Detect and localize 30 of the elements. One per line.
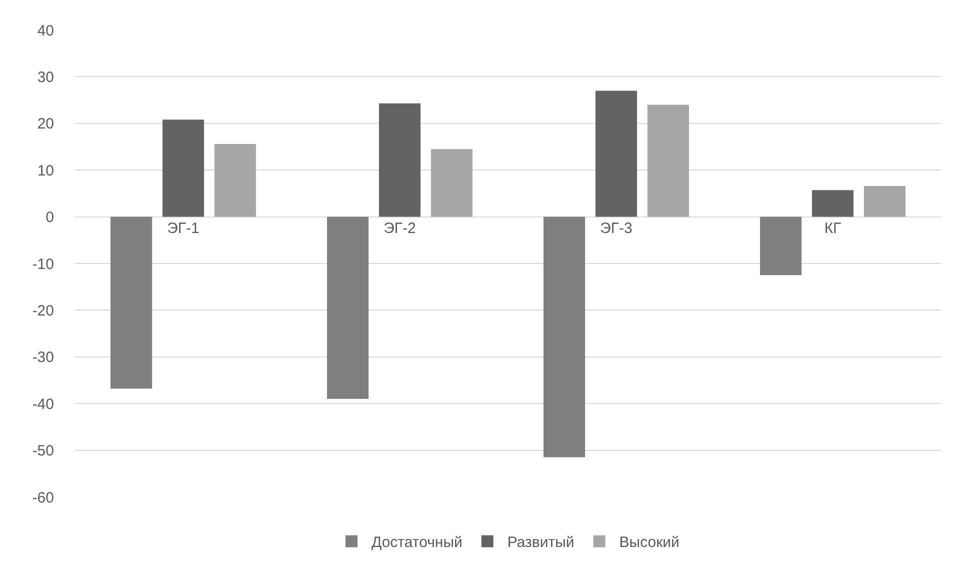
x-tick-label: КГ — [824, 220, 842, 237]
bar — [378, 103, 421, 217]
x-tick-label: ЭГ-2 — [384, 220, 416, 237]
y-tick-label: 20 — [37, 116, 54, 133]
y-tick-label: 30 — [37, 68, 54, 86]
x-tick-label: ЭГ-3 — [600, 220, 632, 237]
bar — [544, 216, 586, 458]
bar — [327, 216, 369, 399]
y-tick-label: -20 — [32, 302, 54, 320]
bar — [864, 186, 906, 217]
y-tick-label: -30 — [32, 349, 54, 366]
bar — [760, 216, 802, 276]
y-tick-label: -60 — [32, 489, 54, 506]
legend-label: Высокий — [619, 534, 680, 552]
bar — [812, 190, 854, 217]
y-tick-label: -50 — [32, 442, 54, 460]
legend-label: Развитый — [507, 534, 574, 552]
y-tick-label: -40 — [32, 396, 54, 413]
bar — [430, 149, 472, 217]
bar — [214, 144, 256, 217]
bar — [647, 104, 689, 217]
bar — [110, 216, 152, 389]
y-tick-label: -10 — [32, 256, 54, 273]
legend-label: Достаточный — [372, 534, 462, 552]
x-tick-label: ЭГ-1 — [167, 220, 200, 237]
y-tick-label: 10 — [37, 162, 54, 180]
bar — [595, 90, 638, 217]
y-tick-label: 40 — [37, 22, 54, 40]
bar — [162, 120, 204, 217]
y-tick-label: 0 — [46, 209, 54, 226]
